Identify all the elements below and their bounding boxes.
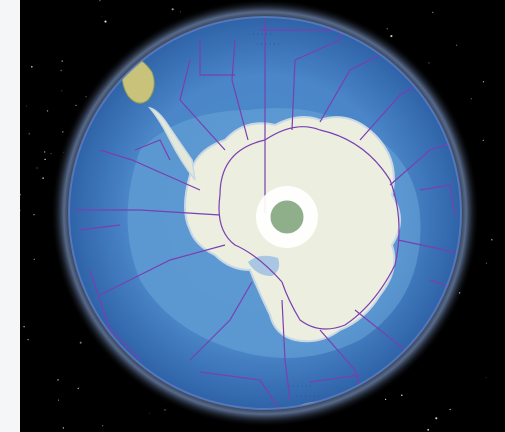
star	[58, 399, 60, 401]
star	[75, 104, 77, 107]
star	[482, 81, 485, 83]
star	[386, 28, 388, 30]
top-annotation-1: · · · · · ·	[248, 31, 272, 38]
star	[20, 209, 21, 212]
globe-outline	[68, 16, 462, 410]
pole-center	[269, 199, 305, 235]
star	[482, 139, 484, 142]
bottom-annotation-1: · · · · · ·	[288, 383, 312, 390]
star	[57, 380, 58, 381]
star	[449, 408, 451, 411]
star	[62, 427, 65, 429]
star	[30, 65, 33, 68]
star	[485, 377, 487, 379]
star	[99, 0, 101, 2]
top-annotation-2: · · · · · ·	[256, 41, 280, 48]
star	[390, 35, 393, 38]
star	[79, 341, 82, 344]
pole-center-rim	[267, 197, 307, 237]
map-viewport[interactable]: · · · · · · · · · · · · · · · · · · · · …	[20, 0, 505, 432]
star	[432, 11, 434, 14]
star	[428, 62, 430, 64]
star	[61, 60, 63, 62]
star	[179, 11, 181, 13]
star	[77, 387, 80, 390]
star	[36, 167, 38, 169]
star	[44, 151, 46, 153]
star	[62, 131, 64, 133]
star	[485, 262, 487, 264]
region-annotations: · · · · · · · · · · · · · · · · · · · · …	[248, 31, 320, 400]
star	[101, 425, 104, 427]
bottom-annotation-2: · · · · · ·	[296, 393, 320, 400]
star	[20, 193, 21, 196]
star	[42, 177, 44, 179]
star	[33, 214, 35, 216]
star	[46, 110, 49, 112]
star	[104, 20, 107, 23]
star	[33, 258, 35, 261]
maritime-boundaries	[75, 20, 461, 409]
star	[164, 409, 166, 411]
star	[455, 44, 458, 46]
star	[26, 105, 27, 107]
star	[435, 417, 438, 420]
star	[470, 98, 472, 100]
antarctic-peninsula	[147, 106, 196, 181]
star	[50, 153, 52, 155]
star	[23, 326, 25, 328]
star	[490, 238, 493, 241]
star	[60, 69, 62, 72]
star	[28, 133, 31, 135]
star	[27, 338, 29, 341]
star	[384, 398, 387, 401]
star	[427, 428, 430, 431]
star	[101, 15, 103, 17]
star	[171, 8, 174, 11]
star	[61, 90, 63, 92]
star	[57, 378, 59, 381]
globe-map[interactable]: · · · · · · · · · · · · · · · · · · · · …	[20, 0, 505, 432]
star	[149, 412, 150, 414]
star	[44, 158, 46, 161]
star	[401, 394, 403, 396]
